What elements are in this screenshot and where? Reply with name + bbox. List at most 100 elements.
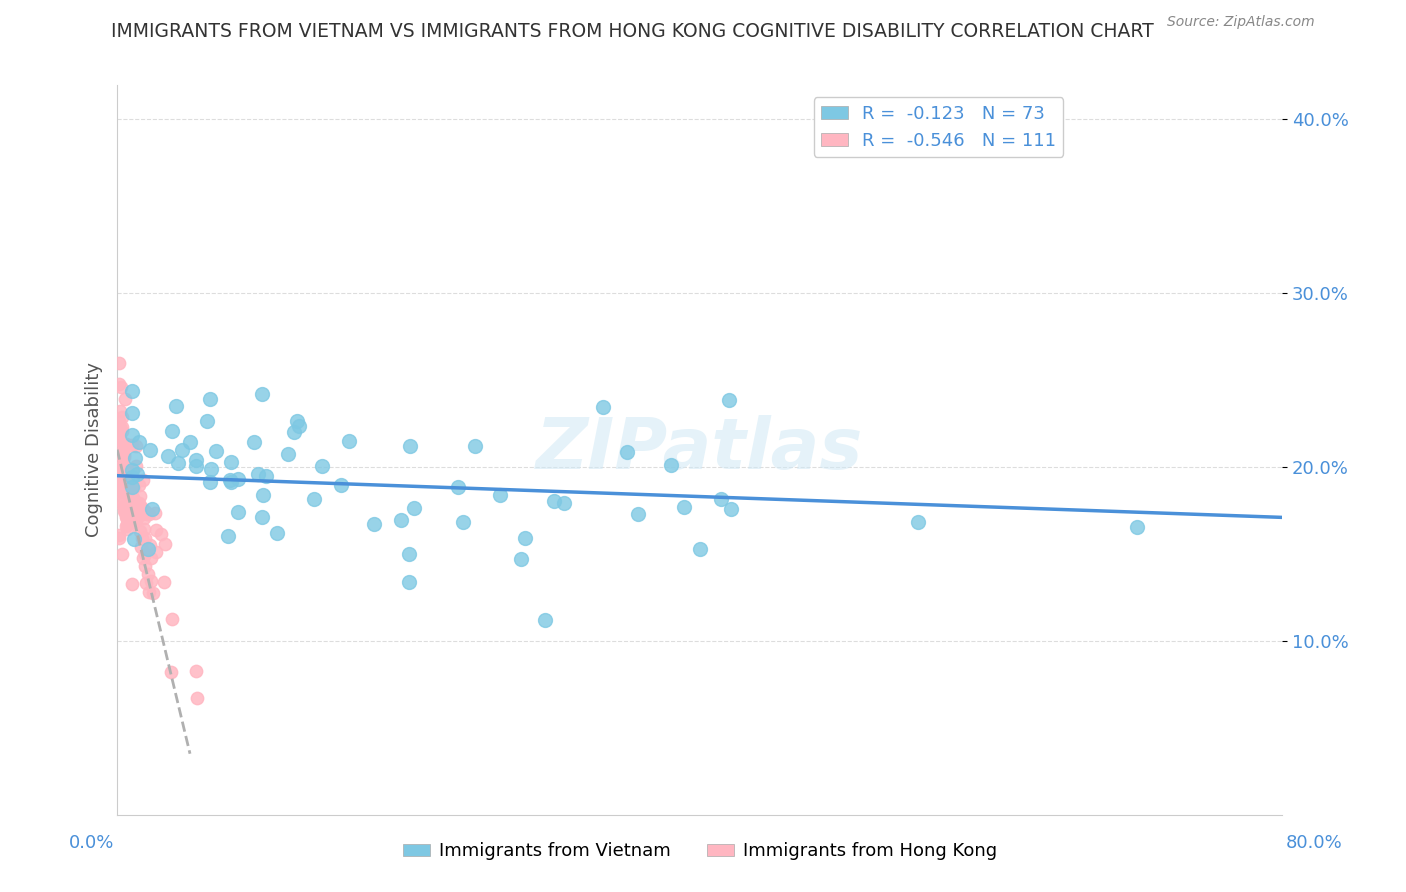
Point bbox=[165, 399, 187, 413]
Point bbox=[153, 574, 176, 589]
Point bbox=[129, 500, 152, 514]
Point bbox=[114, 477, 136, 491]
Point bbox=[114, 510, 136, 524]
Point bbox=[907, 515, 929, 529]
Point bbox=[198, 475, 221, 489]
Point bbox=[138, 508, 160, 522]
Point bbox=[160, 612, 183, 626]
Point bbox=[115, 523, 138, 537]
Point bbox=[134, 504, 156, 518]
Point bbox=[145, 523, 167, 537]
Point bbox=[107, 464, 129, 478]
Point bbox=[128, 508, 150, 523]
Point bbox=[115, 519, 138, 533]
Point bbox=[302, 491, 325, 506]
Point bbox=[124, 451, 146, 466]
Point bbox=[139, 442, 162, 457]
Point bbox=[673, 500, 696, 514]
Point bbox=[464, 439, 486, 453]
Point bbox=[115, 517, 138, 532]
Point bbox=[111, 424, 134, 438]
Point bbox=[118, 475, 141, 489]
Point bbox=[111, 444, 134, 458]
Point bbox=[488, 488, 510, 502]
Point bbox=[186, 690, 208, 705]
Point bbox=[277, 447, 299, 461]
Point bbox=[363, 516, 385, 531]
Point bbox=[114, 473, 136, 487]
Point bbox=[288, 418, 311, 433]
Point bbox=[717, 392, 740, 407]
Point bbox=[117, 505, 139, 519]
Point bbox=[114, 499, 136, 513]
Point bbox=[217, 529, 239, 543]
Point bbox=[186, 453, 208, 467]
Point bbox=[128, 434, 150, 449]
Point bbox=[156, 449, 179, 463]
Point bbox=[110, 440, 132, 454]
Point bbox=[138, 585, 160, 599]
Point bbox=[402, 501, 425, 516]
Point bbox=[107, 477, 129, 491]
Point bbox=[389, 513, 412, 527]
Point bbox=[107, 356, 129, 370]
Point bbox=[111, 547, 134, 561]
Point bbox=[107, 430, 129, 444]
Point bbox=[134, 559, 156, 574]
Point bbox=[107, 377, 129, 392]
Point bbox=[121, 470, 143, 484]
Point bbox=[329, 477, 352, 491]
Point bbox=[108, 404, 131, 418]
Point bbox=[226, 471, 249, 485]
Point bbox=[145, 545, 167, 559]
Point bbox=[128, 496, 150, 510]
Point bbox=[221, 455, 243, 469]
Point bbox=[250, 510, 273, 524]
Point bbox=[112, 504, 135, 518]
Point bbox=[117, 486, 139, 500]
Point bbox=[131, 500, 153, 515]
Point bbox=[252, 488, 274, 502]
Point bbox=[121, 576, 143, 591]
Point bbox=[451, 515, 474, 529]
Point bbox=[114, 392, 136, 407]
Point bbox=[111, 466, 134, 480]
Point bbox=[108, 460, 131, 475]
Point bbox=[132, 511, 155, 525]
Point bbox=[134, 548, 156, 562]
Point bbox=[111, 457, 134, 471]
Point bbox=[121, 463, 143, 477]
Point bbox=[112, 450, 135, 464]
Point bbox=[129, 541, 152, 555]
Point bbox=[543, 494, 565, 508]
Point bbox=[139, 538, 162, 552]
Y-axis label: Cognitive Disability: Cognitive Disability bbox=[86, 362, 103, 537]
Point bbox=[534, 614, 557, 628]
Point bbox=[139, 550, 162, 565]
Point bbox=[136, 541, 159, 556]
Point bbox=[110, 434, 132, 448]
Point bbox=[659, 458, 682, 472]
Point bbox=[153, 536, 176, 550]
Point bbox=[117, 480, 139, 494]
Point bbox=[200, 462, 222, 476]
Point bbox=[198, 392, 221, 406]
Point bbox=[139, 574, 162, 589]
Point bbox=[172, 443, 194, 458]
Point bbox=[108, 528, 131, 542]
Point bbox=[132, 473, 155, 487]
Point bbox=[127, 467, 149, 481]
Point bbox=[627, 507, 650, 521]
Point bbox=[107, 484, 129, 499]
Point bbox=[128, 478, 150, 492]
Point bbox=[108, 419, 131, 434]
Point bbox=[121, 481, 143, 495]
Point bbox=[114, 504, 136, 518]
Point bbox=[115, 436, 138, 450]
Point bbox=[129, 489, 152, 503]
Point bbox=[122, 491, 145, 505]
Point bbox=[107, 479, 129, 493]
Point bbox=[112, 468, 135, 483]
Point bbox=[107, 531, 129, 545]
Point bbox=[143, 506, 166, 520]
